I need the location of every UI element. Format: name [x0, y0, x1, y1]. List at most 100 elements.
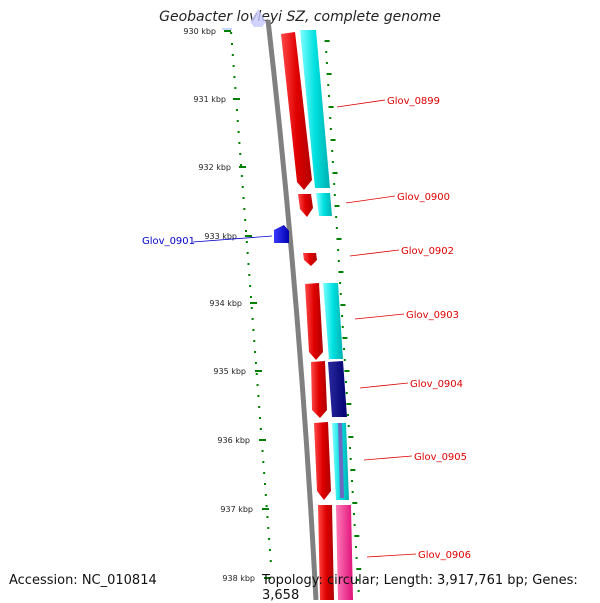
skew-dot [244, 219, 247, 221]
gene-label-glov-0905[interactable]: Glov_0905 [414, 452, 467, 463]
callout-line-0901 [192, 235, 273, 243]
skew-dot-outer [331, 161, 334, 163]
skew-dot [254, 351, 257, 353]
skew-dot-outer [333, 183, 336, 185]
tick-labels: 930 kbp 931 kbp 932 kbp 933 kbp 934 kbp 935 k… [183, 27, 255, 583]
cog-block-0906 [336, 505, 353, 600]
gene-glov-0900-arrow[interactable] [298, 194, 313, 217]
topology-label: Topology: circular; Length: 3,917,761 bp… [262, 573, 578, 603]
gene-label-glov-0903[interactable]: Glov_0903 [406, 310, 459, 321]
tick-mark [224, 30, 231, 32]
cog-block-0900 [316, 193, 332, 216]
skew-dot [235, 109, 238, 111]
skew-dot [268, 549, 271, 551]
gene-label-glov-0904[interactable]: Glov_0904 [410, 379, 463, 390]
skew-dot-outer [325, 51, 328, 53]
callout-line-0899 [336, 99, 386, 108]
tick-mark [233, 98, 240, 100]
tick-label: 934 kbp [209, 299, 242, 308]
gene-glov-0906-arrow[interactable] [318, 505, 334, 600]
skew-dot [240, 175, 243, 177]
callout-line-0904 [359, 382, 409, 389]
skew-dot [230, 43, 233, 45]
tick-marks [224, 30, 271, 579]
skew-dot-outer [327, 84, 330, 86]
skew-dot-outer [352, 513, 355, 515]
skew-dot-outer [328, 106, 334, 108]
gene-glov-0899-arrow[interactable] [281, 32, 312, 190]
skew-dot [267, 527, 270, 529]
skew-dot [261, 450, 264, 452]
tick-label: 931 kbp [193, 95, 226, 104]
gene-glov-0903-arrow[interactable] [305, 283, 323, 360]
skew-dot-outer [357, 590, 360, 592]
skew-dot-outer [337, 260, 340, 262]
skew-dot-outer [329, 128, 332, 130]
skew-dot-outer [340, 304, 346, 306]
skew-dot [245, 230, 247, 232]
gene-label-glov-0902[interactable]: Glov_0902 [401, 246, 454, 257]
gene-glov-0902-arrow[interactable] [303, 253, 317, 266]
tick-label: 932 kbp [198, 163, 231, 172]
gene-label-glov-0906[interactable]: Glov_0906 [418, 550, 471, 561]
skew-dot [245, 241, 248, 243]
skew-dot [239, 153, 242, 155]
tick-label: 938 kbp [222, 574, 255, 583]
forward-gene-track [281, 32, 334, 600]
skew-dot-outer [341, 326, 344, 328]
skew-dot [236, 120, 239, 122]
skew-dot [262, 461, 265, 463]
skew-dot [243, 208, 246, 210]
skew-dot [259, 417, 262, 419]
skew-dot [251, 318, 254, 320]
skew-dot [247, 263, 250, 265]
cog-block-0903 [323, 283, 343, 359]
skew-dot [249, 296, 252, 298]
callout-line-0906 [366, 553, 417, 558]
top-marker-line [222, 28, 232, 30]
skew-dot [259, 428, 262, 430]
gene-glov-0901-arrow[interactable] [274, 225, 289, 243]
map-title: Geobacter lovleyi SZ, complete genome [159, 9, 441, 25]
skew-dot [254, 362, 257, 364]
skew-dot [255, 373, 258, 375]
top-marker [250, 9, 266, 27]
skew-dot-outer [336, 238, 342, 240]
skew-dot-outer [353, 524, 356, 526]
skew-dot-outer [350, 469, 356, 471]
callout-line-0903 [354, 313, 405, 320]
skew-dot-outer [345, 392, 348, 394]
skew-dot-outer [334, 205, 340, 207]
skew-dot-outer [347, 425, 350, 427]
skew-dot-outer [356, 579, 359, 581]
skew-dot-outer [351, 480, 353, 482]
skew-dot-outer [351, 491, 354, 493]
skew-dot [242, 197, 245, 199]
skew-dot-outer [342, 337, 348, 339]
skew-dot [266, 516, 269, 518]
gc-skew-track [230, 32, 272, 562]
skew-dot-outer [338, 271, 344, 273]
gene-label-glov-0901[interactable]: Glov_0901 [142, 236, 195, 247]
gene-label-glov-0899[interactable]: Glov_0899 [387, 96, 440, 107]
skew-dot-outer [349, 458, 352, 460]
gene-glov-0904-arrow[interactable] [311, 361, 327, 418]
callout-line-0900 [345, 195, 396, 204]
skew-dot-outer [343, 348, 346, 350]
skew-dot-outer [324, 40, 330, 42]
skew-dot-outer [355, 557, 358, 559]
skew-dot-outer [346, 403, 352, 405]
skew-dot-outer [347, 414, 350, 416]
skew-dot-outer [333, 194, 336, 196]
skew-dot-outer [339, 282, 342, 284]
skew-dot [250, 307, 253, 309]
skew-dot-outer [341, 315, 344, 317]
skew-dot [234, 87, 237, 89]
tick-mark [245, 235, 252, 237]
gene-glov-0905-arrow[interactable] [314, 422, 331, 500]
skew-dot-outer [327, 95, 330, 97]
skew-dot-outer [335, 216, 338, 218]
gene-label-glov-0900[interactable]: Glov_0900 [397, 192, 450, 203]
skew-dot-outer [356, 568, 362, 570]
